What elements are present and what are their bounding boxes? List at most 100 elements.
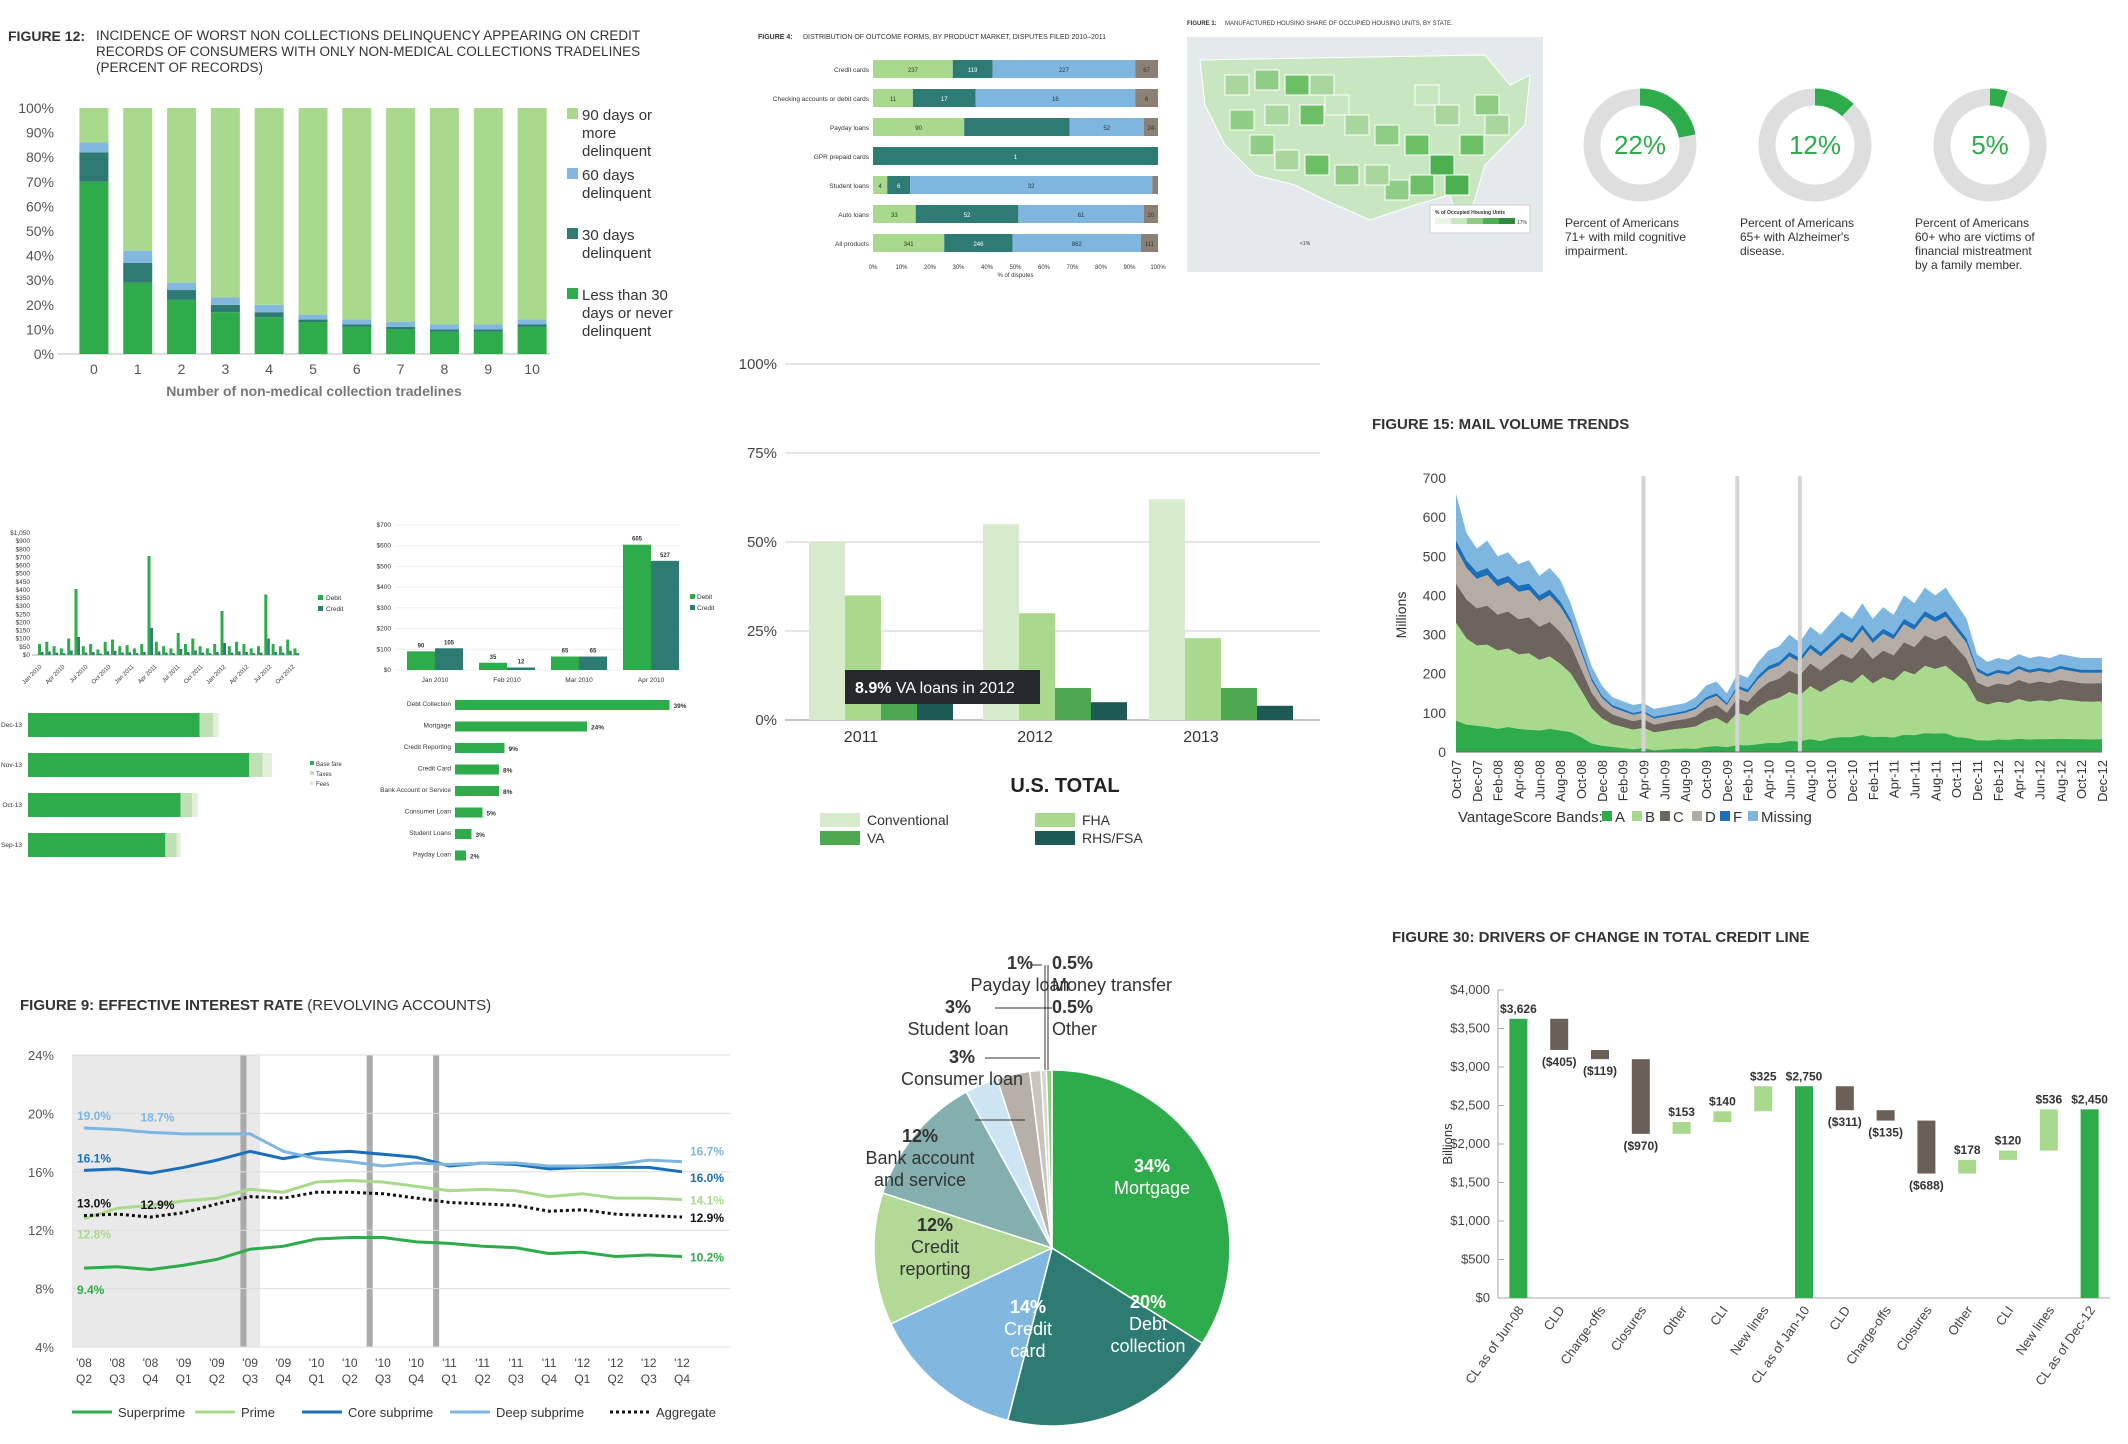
us-annotation-text: VA loans in 2012	[891, 680, 1014, 697]
fig4-bar-segment	[992, 60, 1136, 78]
pie-panel: 34% Mortgage 20% Debt collection 14% Credit car…	[790, 935, 1350, 1444]
daily-bar	[249, 648, 253, 655]
fig4-bar-label: 341	[904, 242, 915, 248]
fig1-legend-swatch	[1435, 218, 1451, 224]
daily-bar	[150, 628, 153, 655]
daily-bar	[245, 652, 248, 655]
daily-bar	[289, 650, 292, 655]
fig12-bar-segment	[342, 326, 372, 354]
fig12-bar-segment	[429, 108, 459, 325]
fig4-bar-segment	[912, 89, 976, 107]
fig15-title: FIGURE 15: MAIL VOLUME TRENDS	[1372, 416, 1629, 433]
fig15-xtick: Jun-10	[1782, 760, 1797, 800]
fig12-xlabel: Number of non-medical collection tradeli…	[166, 383, 462, 399]
fig4-bar-label: 237	[908, 68, 919, 74]
daily-ytick: $700	[16, 554, 31, 561]
fig4-bar-segment	[915, 205, 1019, 223]
fig30-bar	[1713, 1111, 1732, 1123]
monthly-ytick: $200	[377, 626, 392, 633]
daily-bar	[220, 611, 224, 655]
daily-bar	[187, 652, 190, 655]
fig4-category: Auto loans	[838, 212, 869, 219]
monthly-ytick: $500	[377, 563, 392, 570]
fig9-end-label: 12.9%	[690, 1211, 724, 1225]
fig30-bar	[1795, 1086, 1813, 1298]
fig12-xtick: 5	[309, 361, 317, 377]
fig9-xtick-year: '11	[542, 1356, 557, 1370]
fig4-bar-label: 6	[897, 184, 901, 190]
complaints-bar-label: 39%	[674, 703, 687, 710]
fares-legend-label: Base fare	[316, 762, 342, 768]
us-legend-label: FHA	[1082, 812, 1111, 828]
fig30-bar-label: ($970)	[1623, 1139, 1658, 1153]
fig1-state	[1324, 94, 1350, 116]
fig1-legend-max: 17%	[1517, 220, 1528, 226]
fig30-bar	[1958, 1159, 1977, 1174]
complaints-bar-label: 24%	[591, 725, 604, 732]
fig15-xtick: Oct-08	[1574, 760, 1589, 799]
fig15-xtick: Aug-12	[2053, 760, 2068, 802]
fig4-bar-label: 4	[878, 184, 882, 190]
fig1-state	[1409, 174, 1435, 196]
fig9-xtick-quarter: Q2	[342, 1372, 358, 1386]
fig4-title: DISTRIBUTION OF OUTCOME FORMS, BY PRODUC…	[803, 34, 1106, 41]
fig12-ytick: 50%	[26, 223, 54, 239]
monthly-legend-swatch	[690, 594, 695, 599]
pie-slice	[1006, 1246, 1204, 1427]
fig9-extra-label: 12.9%	[140, 1198, 174, 1212]
fig4-bar-label: 111	[1145, 242, 1155, 248]
fig1-state	[1474, 94, 1500, 116]
fig9-xtick-year: '08	[76, 1356, 92, 1370]
fig15-xtick: Jun-12	[2032, 760, 2047, 800]
fig30-ytick: $1,000	[1450, 1213, 1490, 1228]
fig12-legend-label: 60 days	[582, 167, 635, 184]
fig4-xtick: 30%	[952, 265, 965, 271]
small-charts: $1,050$900$800$700$600$500$450$400$350$3…	[1, 522, 715, 861]
fig4-bar-segment	[1135, 89, 1158, 107]
fares-bar-segment	[212, 713, 219, 737]
donut-caption: 60+ who are victims of	[1915, 230, 2035, 244]
pie-slice	[1051, 1069, 1231, 1345]
fig30-xtick: New lines	[1727, 1303, 1772, 1358]
complaints-bar	[455, 764, 499, 775]
daily-bar	[238, 651, 241, 655]
fig15-xtick: Jun-09	[1657, 760, 1672, 800]
fig30-ytick: $2,500	[1450, 1098, 1490, 1113]
daily-bar	[278, 646, 282, 655]
fig12-title-line: RECORDS OF CONSUMERS WITH ONLY NON-MEDIC…	[96, 44, 641, 59]
monthly-bar	[407, 651, 435, 670]
fig12-ytick: 100%	[18, 100, 54, 116]
figure-1-map-panel: FIGURE 1: MANUFACTURED HOUSING SHARE OF O…	[1185, 15, 1545, 275]
daily-ytick: $800	[16, 546, 31, 553]
daily-bar	[140, 644, 144, 655]
fig30-chart: FIGURE 30: DRIVERS OF CHANGE IN TOTAL CR…	[1392, 929, 2110, 1388]
fig12-ytick: 0%	[34, 346, 54, 362]
fig4-xtick: 80%	[1095, 265, 1108, 271]
daily-bar	[38, 644, 41, 655]
fig4-bar-label: 61	[1078, 213, 1085, 219]
us-title: U.S. TOTAL	[1010, 775, 1119, 797]
daily-bar	[179, 649, 183, 655]
fig12-bar-segment	[167, 290, 197, 300]
fig15-xtick: Oct-12	[2074, 760, 2089, 799]
fig9-xtick-quarter: Q3	[508, 1372, 524, 1386]
fig30-bar-label: $2,750	[1786, 1069, 1823, 1083]
fig12-legend-label: delinquent	[582, 143, 652, 160]
daily-bar	[201, 652, 205, 655]
fig4-bar-segment	[964, 118, 1070, 136]
fig15-ytick: 0	[1438, 744, 1446, 760]
fig12-bar-segment	[79, 181, 109, 354]
fig30-title: FIGURE 30: DRIVERS OF CHANGE IN TOTAL CR…	[1392, 929, 1810, 946]
fig9-legend-label: Prime	[241, 1405, 275, 1420]
daily-ytick: $400	[16, 587, 31, 594]
daily-bar	[103, 641, 107, 655]
fares-bar-segment	[192, 793, 198, 817]
pie-outer-pct: 0.5%	[1052, 997, 1093, 1017]
fig9-xtick-year: '08	[143, 1356, 159, 1370]
daily-legend-swatch	[318, 595, 323, 600]
fig30-xtick: Other	[1945, 1303, 1976, 1339]
fig30-ytick: $3,000	[1450, 1059, 1490, 1074]
daily-bar	[96, 649, 100, 655]
us-legend-swatch	[1035, 813, 1075, 827]
